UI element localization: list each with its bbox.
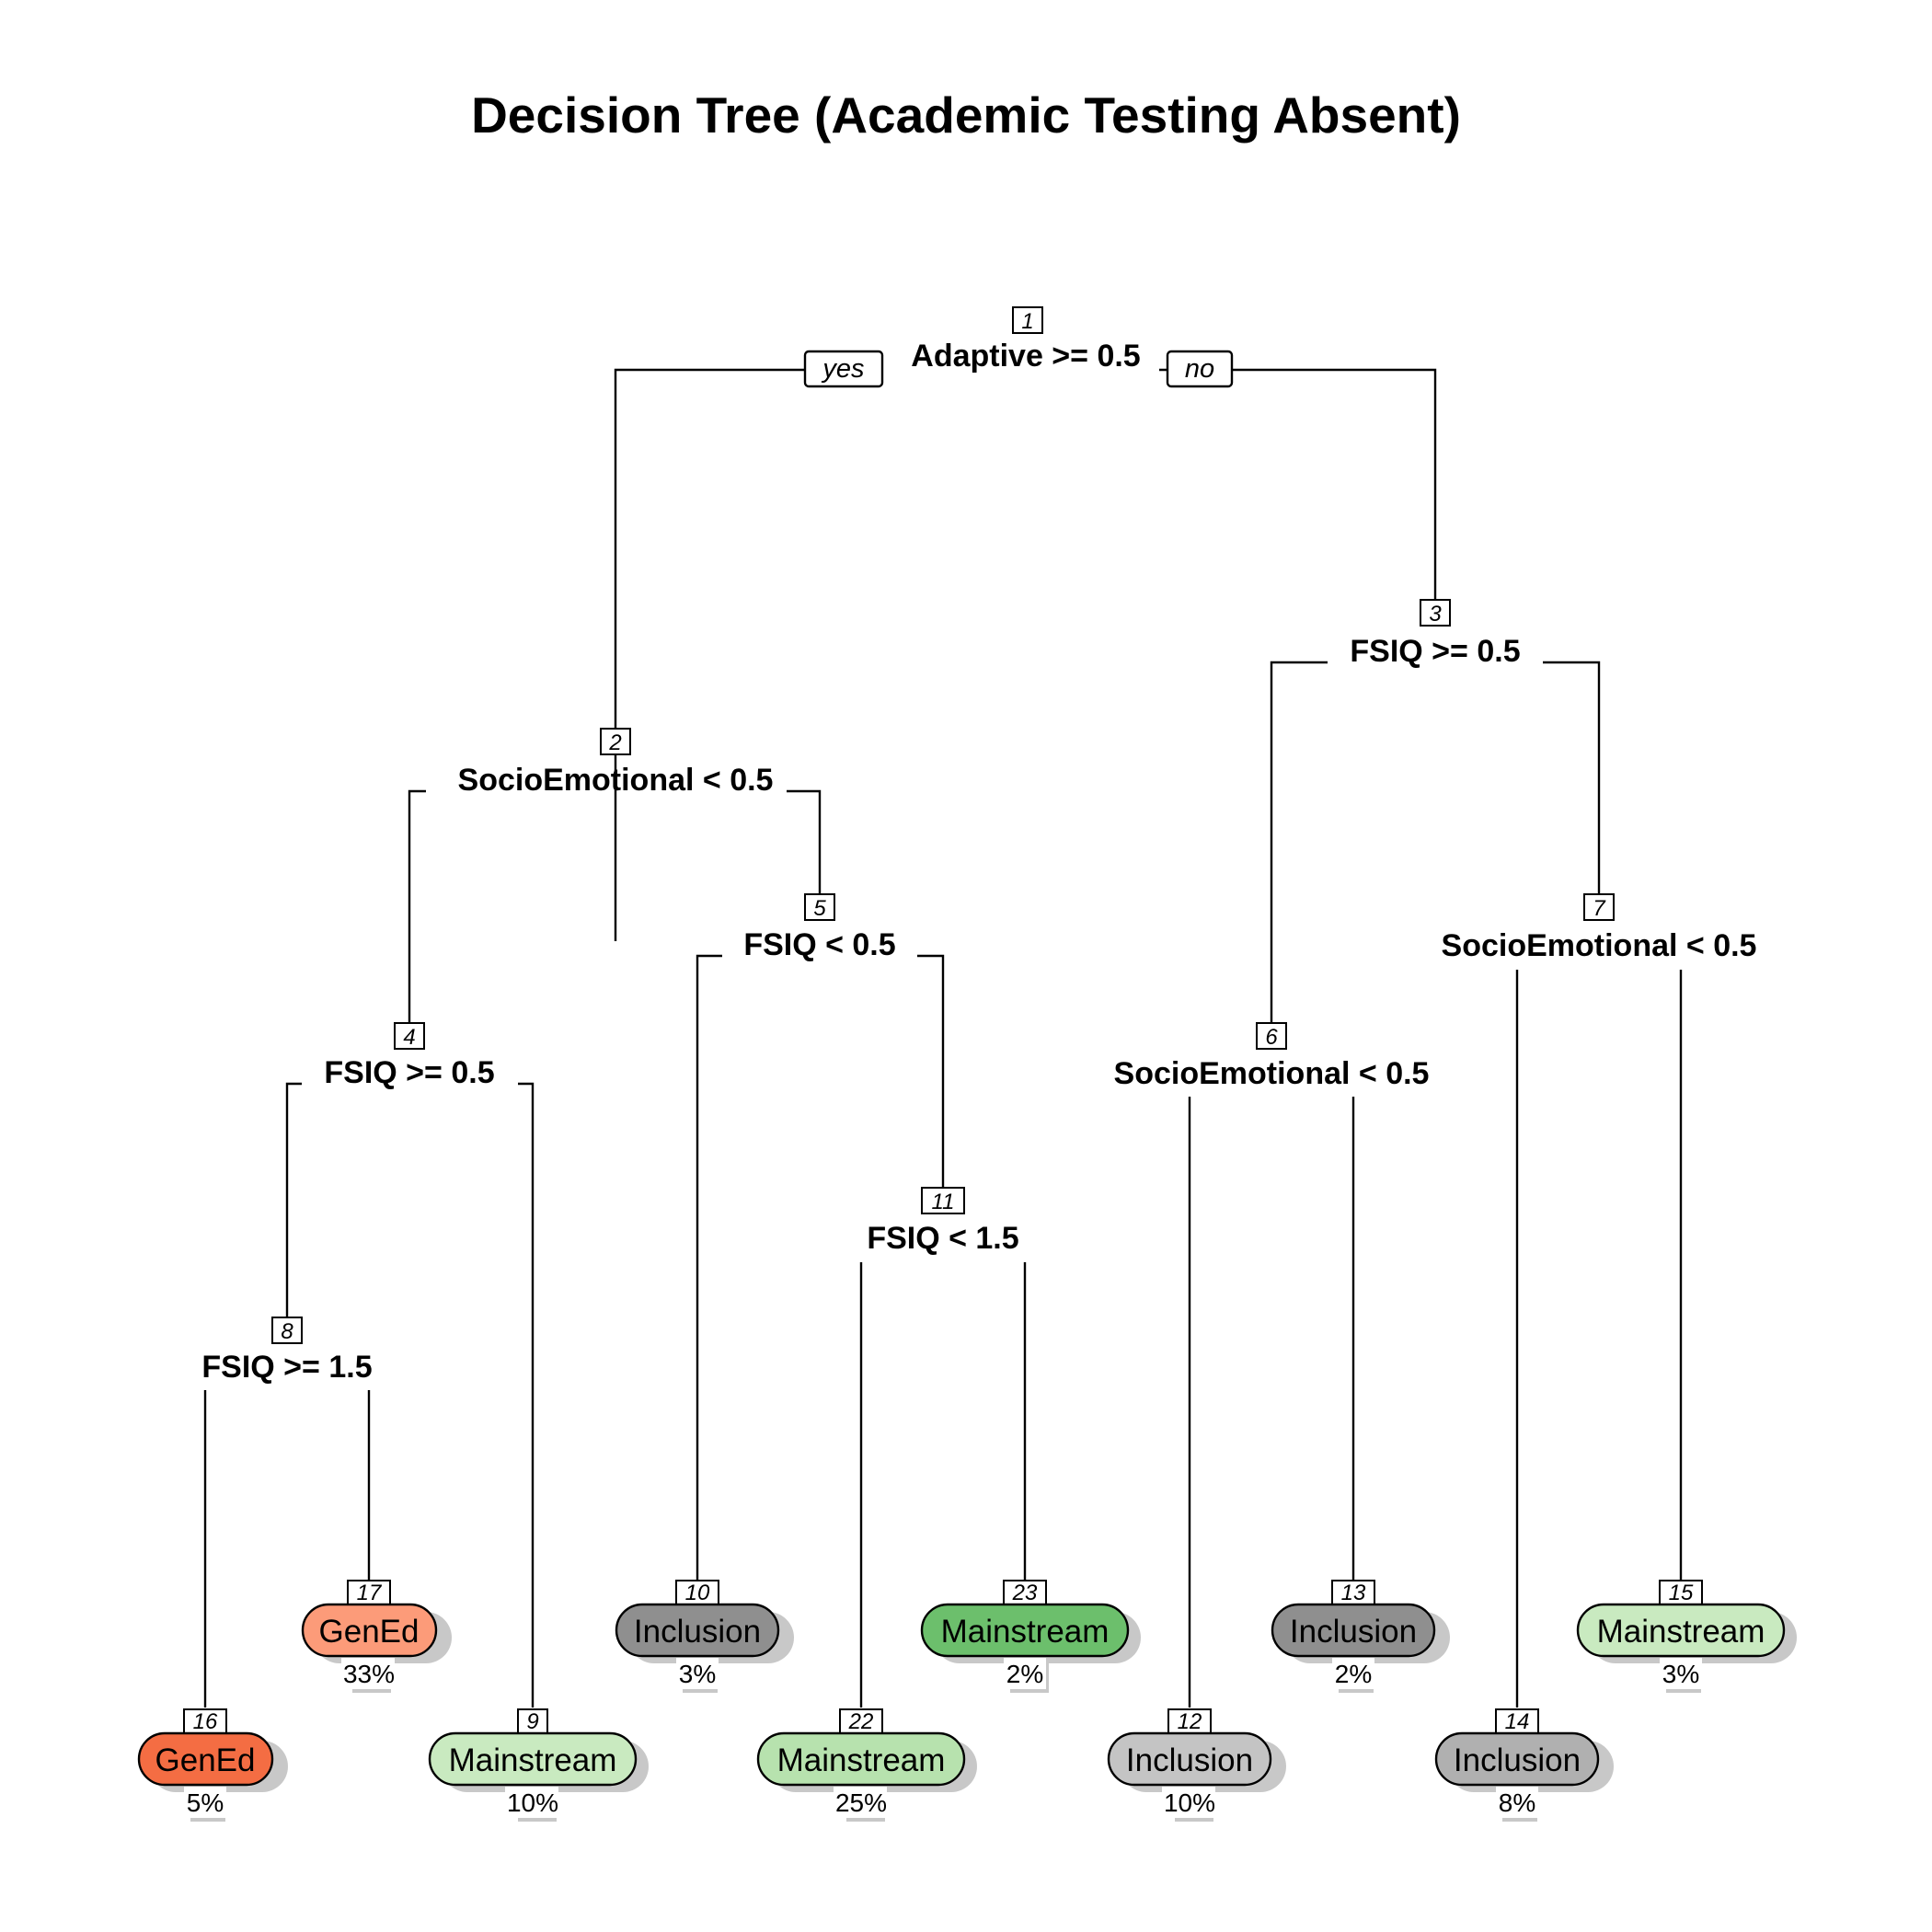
svg-text:11: 11 bbox=[932, 1190, 955, 1214]
split-node: 8 FSIQ >= 1.5 bbox=[201, 1317, 373, 1385]
split-node: 7 SocioEmotional < 0.5 bbox=[1442, 893, 1757, 963]
diagram-title: Decision Tree (Academic Testing Absent) bbox=[471, 86, 1461, 144]
svg-text:8: 8 bbox=[281, 1319, 293, 1344]
svg-text:Mainstream: Mainstream bbox=[449, 1742, 617, 1778]
split-node: 2 SocioEmotional < 0.5 bbox=[458, 728, 774, 798]
split-node: 5 FSIQ < 0.5 bbox=[743, 893, 896, 962]
svg-text:3: 3 bbox=[1429, 602, 1442, 627]
split-node: 3 FSIQ >= 0.5 bbox=[1350, 599, 1521, 669]
leaf-box bbox=[1576, 1603, 1786, 1658]
svg-text:GenEd: GenEd bbox=[319, 1614, 420, 1650]
svg-text:SocioEmotional < 0.5: SocioEmotional < 0.5 bbox=[1442, 928, 1757, 963]
leaf-node: 9 Mainstream 10% bbox=[428, 1708, 649, 1822]
leaf-node: 16 GenEd 5% bbox=[137, 1708, 288, 1822]
svg-text:14: 14 bbox=[1505, 1709, 1530, 1734]
svg-text:4: 4 bbox=[403, 1025, 415, 1050]
svg-text:33%: 33% bbox=[343, 1660, 395, 1688]
svg-text:Inclusion: Inclusion bbox=[1290, 1614, 1417, 1650]
leaf-box bbox=[756, 1731, 966, 1787]
svg-text:yes: yes bbox=[821, 354, 864, 384]
leaf-node: 14 Inclusion 8% bbox=[1434, 1708, 1614, 1822]
leaf-box bbox=[1271, 1603, 1436, 1658]
leaf-node: 10 Inclusion 3% bbox=[615, 1580, 794, 1693]
svg-text:8%: 8% bbox=[1499, 1788, 1535, 1817]
split-node: 11 FSIQ < 1.5 bbox=[867, 1187, 1019, 1256]
svg-text:Adaptive >= 0.5: Adaptive >= 0.5 bbox=[911, 339, 1140, 374]
leaf-box bbox=[428, 1731, 638, 1787]
svg-text:2: 2 bbox=[608, 730, 621, 755]
svg-text:Mainstream: Mainstream bbox=[777, 1742, 946, 1778]
edge-no-label: no bbox=[1166, 350, 1234, 388]
svg-text:12: 12 bbox=[1178, 1709, 1202, 1734]
svg-text:FSIQ >= 0.5: FSIQ >= 0.5 bbox=[1350, 634, 1520, 669]
svg-text:25%: 25% bbox=[835, 1788, 887, 1817]
leaf-box bbox=[137, 1731, 274, 1787]
leaf-node: 22 Mainstream 25% bbox=[756, 1708, 977, 1822]
branch-lines bbox=[203, 368, 1683, 1708]
svg-text:23: 23 bbox=[1012, 1581, 1038, 1605]
leaf-node: 17 GenEd 33% bbox=[301, 1580, 452, 1693]
svg-text:17: 17 bbox=[357, 1581, 383, 1605]
svg-text:Mainstream: Mainstream bbox=[941, 1614, 1110, 1650]
svg-text:22: 22 bbox=[848, 1709, 874, 1734]
leaf-box bbox=[301, 1603, 438, 1658]
svg-text:FSIQ >= 0.5: FSIQ >= 0.5 bbox=[324, 1055, 494, 1090]
svg-text:3%: 3% bbox=[679, 1660, 716, 1688]
svg-text:FSIQ >= 1.5: FSIQ >= 1.5 bbox=[201, 1350, 372, 1385]
split-node: 4 FSIQ >= 0.5 bbox=[324, 1022, 495, 1090]
svg-text:FSIQ < 0.5: FSIQ < 0.5 bbox=[743, 927, 895, 962]
svg-text:6: 6 bbox=[1265, 1025, 1278, 1050]
leaf-node: 23 Mainstream 2% bbox=[920, 1580, 1141, 1693]
svg-text:5: 5 bbox=[813, 896, 826, 921]
svg-text:no: no bbox=[1185, 354, 1214, 384]
svg-text:16: 16 bbox=[193, 1709, 218, 1734]
svg-text:3%: 3% bbox=[1662, 1660, 1699, 1688]
svg-text:2%: 2% bbox=[1006, 1660, 1043, 1688]
svg-text:Mainstream: Mainstream bbox=[1597, 1614, 1765, 1650]
leaf-box bbox=[920, 1603, 1130, 1658]
svg-text:SocioEmotional < 0.5: SocioEmotional < 0.5 bbox=[458, 763, 774, 798]
svg-text:1: 1 bbox=[1021, 309, 1033, 334]
svg-text:13: 13 bbox=[1341, 1581, 1366, 1605]
svg-text:10%: 10% bbox=[507, 1788, 558, 1817]
svg-text:GenEd: GenEd bbox=[155, 1742, 256, 1778]
leaf-node: 15 Mainstream 3% bbox=[1576, 1580, 1797, 1693]
leaf-node: 13 Inclusion 2% bbox=[1271, 1580, 1450, 1693]
split-node: 6 SocioEmotional < 0.5 bbox=[1114, 1022, 1430, 1091]
leaf-box bbox=[1434, 1731, 1600, 1787]
svg-text:9: 9 bbox=[526, 1709, 538, 1734]
svg-text:2%: 2% bbox=[1335, 1660, 1372, 1688]
svg-text:10%: 10% bbox=[1164, 1788, 1215, 1817]
edge-yes-label: yes bbox=[803, 350, 884, 388]
svg-text:10: 10 bbox=[685, 1581, 710, 1605]
svg-text:FSIQ < 1.5: FSIQ < 1.5 bbox=[867, 1221, 1018, 1256]
svg-text:Inclusion: Inclusion bbox=[1454, 1742, 1581, 1778]
split-node: 1 Adaptive >= 0.5 bbox=[911, 306, 1141, 374]
leaf-box bbox=[1107, 1731, 1272, 1787]
leaf-box bbox=[615, 1603, 780, 1658]
svg-text:15: 15 bbox=[1669, 1581, 1694, 1605]
svg-text:Inclusion: Inclusion bbox=[1126, 1742, 1253, 1778]
svg-text:SocioEmotional < 0.5: SocioEmotional < 0.5 bbox=[1114, 1056, 1430, 1091]
svg-text:Inclusion: Inclusion bbox=[634, 1614, 761, 1650]
svg-text:5%: 5% bbox=[187, 1788, 224, 1817]
svg-text:7: 7 bbox=[1593, 896, 1606, 921]
leaf-node: 12 Inclusion 10% bbox=[1107, 1708, 1286, 1822]
